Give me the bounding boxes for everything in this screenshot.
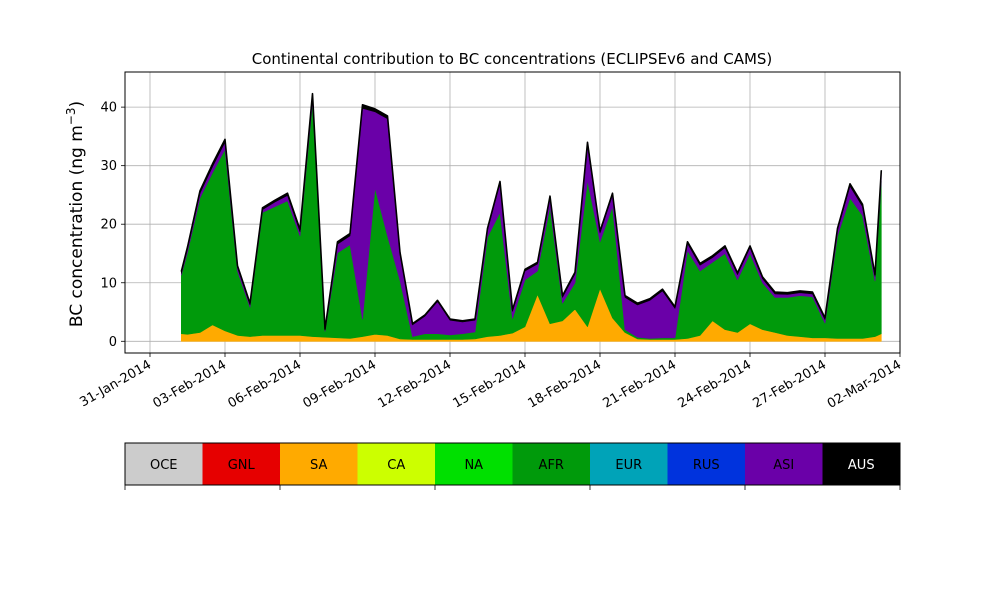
legend-swatch-rus	[667, 443, 745, 485]
legend-swatch-asi	[745, 443, 823, 485]
plot-frame	[124, 71, 901, 354]
y-tick-label: 40	[100, 101, 117, 116]
x-tick-label: 06-Feb-2014	[225, 357, 304, 411]
x-tick-label: 24-Feb-2014	[675, 357, 754, 411]
x-tick-label: 18-Feb-2014	[525, 357, 604, 411]
x-tick-label: 21-Feb-2014	[600, 357, 679, 411]
y-axis-ticks: 0 10 20 30 40	[100, 101, 125, 350]
x-tick-label: 27-Feb-2014	[750, 357, 829, 411]
y-tick-label: 0	[109, 335, 117, 350]
legend-swatch-sa	[280, 443, 358, 485]
legend-label: AFR	[539, 458, 564, 473]
legend-label: RUS	[693, 458, 720, 473]
legend-label: OCE	[150, 458, 178, 473]
y-axis-label-exponent: −3	[64, 107, 78, 125]
legend-swatch-eur	[590, 443, 668, 485]
legend-swatch-aus	[822, 443, 900, 485]
axes-frame	[124, 71, 901, 354]
y-axis-label-text: BC concentration (ng m	[67, 125, 87, 327]
legend-swatch-oce	[125, 443, 203, 485]
y-tick-label: 20	[100, 218, 117, 233]
legend-swatch-gnl	[202, 443, 280, 485]
legend-label: NA	[464, 458, 483, 473]
legend-label: AUS	[848, 458, 875, 473]
legend-label: SA	[310, 458, 327, 473]
y-tick-label: 30	[100, 159, 117, 174]
x-tick-label: 31-Jan-2014	[77, 357, 154, 410]
legend-colorbar: OCE GNL SA CA NA AFR EUR RUS ASI AUS	[124, 442, 901, 490]
legend-label: GNL	[228, 458, 256, 473]
x-tick-label: 12-Feb-2014	[375, 357, 454, 411]
y-tick-label: 10	[100, 276, 117, 291]
x-axis-ticks: 31-Jan-201403-Feb-201406-Feb-201409-Feb-…	[77, 353, 904, 412]
legend-frame	[124, 442, 901, 486]
chart-title: Continental contribution to BC concentra…	[252, 50, 773, 68]
legend-label: CA	[387, 458, 405, 473]
x-tick-label: 02-Mar-2014	[825, 357, 904, 411]
legend-swatch-na	[435, 443, 513, 485]
x-tick-label: 09-Feb-2014	[300, 357, 379, 411]
y-axis-label: BC concentration (ng m−3)	[64, 101, 87, 327]
total-outline	[180, 92, 883, 330]
y-axis-label-close: )	[67, 101, 87, 108]
area-afr	[181, 102, 882, 340]
x-tick-label: 15-Feb-2014	[450, 357, 529, 411]
legend-label: ASI	[773, 458, 794, 473]
stacked-areas	[180, 92, 883, 342]
legend-swatch-afr	[512, 443, 590, 485]
legend-swatch-ca	[357, 443, 435, 485]
x-tick-label: 03-Feb-2014	[150, 357, 229, 411]
legend-label: EUR	[615, 458, 642, 473]
